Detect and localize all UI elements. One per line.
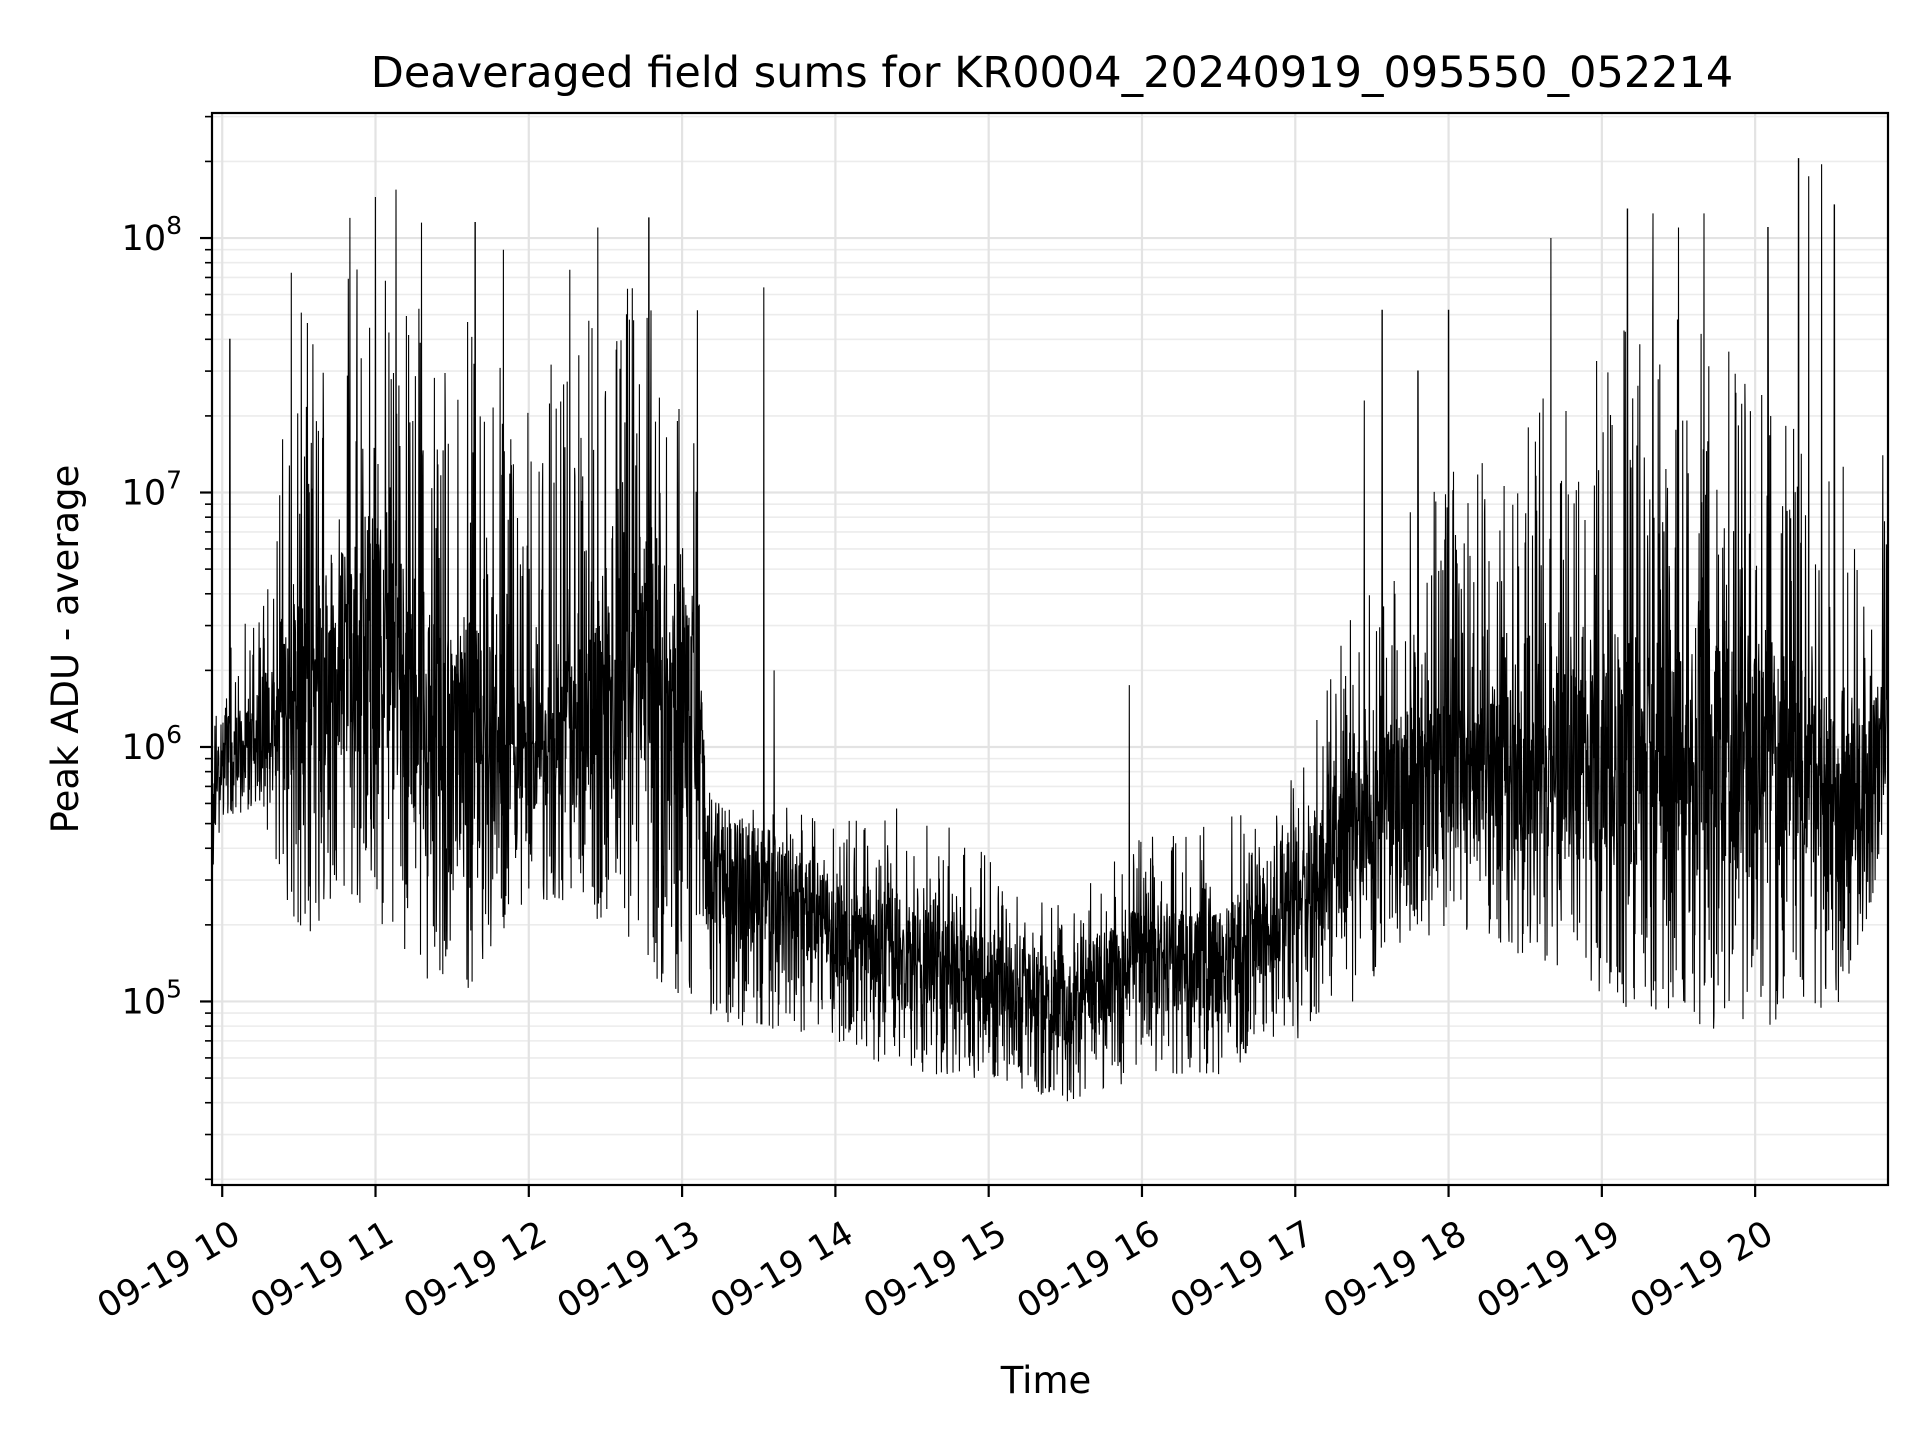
x-axis-label: Time xyxy=(1000,1359,1092,1402)
y-tick-label: 105 xyxy=(122,974,182,1022)
y-tick-label: 107 xyxy=(122,466,182,514)
y-tick-label: 108 xyxy=(122,211,182,259)
plot-frame xyxy=(210,111,1890,1187)
chart-title: Deaveraged field sums for KR0004_2024091… xyxy=(371,48,1734,98)
y-tick-label: 106 xyxy=(122,720,182,768)
y-axis-label: Peak ADU - average xyxy=(44,465,87,834)
data-series xyxy=(211,158,1889,1102)
series-line xyxy=(211,158,1889,1102)
